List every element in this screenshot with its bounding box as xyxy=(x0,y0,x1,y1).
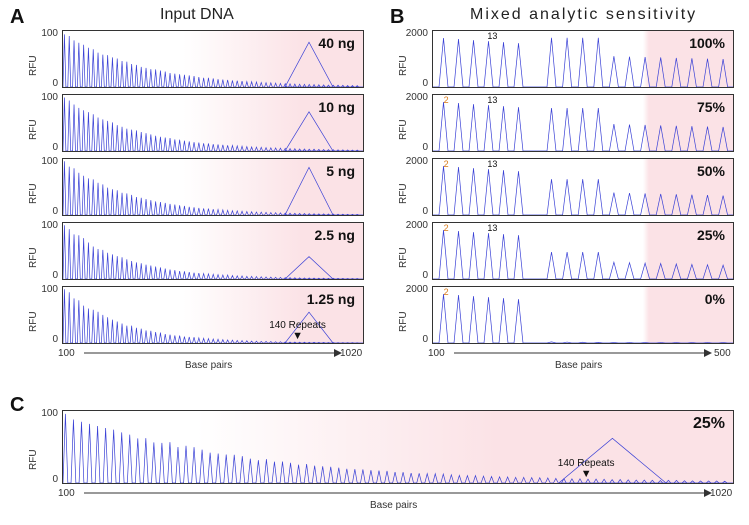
y-axis-label: RFU xyxy=(398,119,409,140)
y-tick: 0 xyxy=(32,206,58,217)
x-tick: 1020 xyxy=(710,488,732,499)
y-tick: 0 xyxy=(32,270,58,281)
panel-letter-b: B xyxy=(390,6,404,29)
x-tick: 100 xyxy=(58,488,75,499)
panel-c-subplot: 25% xyxy=(62,410,734,484)
y-tick: 0 xyxy=(402,78,428,89)
y-axis-label: RFU xyxy=(28,449,39,470)
x-axis-arrow xyxy=(82,346,344,360)
marker-2: 2 xyxy=(444,95,449,105)
y-axis-label: RFU xyxy=(28,311,39,332)
panel-letter-a: A xyxy=(10,6,24,29)
y-tick: 0 xyxy=(402,270,428,281)
x-axis-label: Base pairs xyxy=(185,360,232,371)
panel-b-inset-label: 50% xyxy=(697,163,725,179)
y-tick: 0 xyxy=(32,474,58,485)
y-tick: 2000 xyxy=(402,28,428,39)
panel-a-inset-label: 5 ng xyxy=(326,163,355,179)
panel-b-subplot: 100% 13 xyxy=(432,30,734,88)
y-tick: 100 xyxy=(32,408,58,419)
marker-2: 2 xyxy=(444,287,449,297)
panel-a-title: Input DNA xyxy=(160,6,234,24)
panel-b-inset-label: 25% xyxy=(697,227,725,243)
x-axis-label: Base pairs xyxy=(370,500,417,511)
marker-13: 13 xyxy=(487,223,497,233)
y-tick: 100 xyxy=(32,28,58,39)
panel-b-inset-label: 0% xyxy=(705,291,725,307)
x-axis-arrow xyxy=(452,346,714,360)
panel-b-title: Mixed analytic sensitivity xyxy=(470,6,697,24)
panel-a-subplot: 2.5 ng xyxy=(62,222,364,280)
y-tick: 2000 xyxy=(402,284,428,295)
panel-c-inset-label: 25% xyxy=(693,415,725,433)
y-tick: 100 xyxy=(32,220,58,231)
y-tick: 100 xyxy=(32,92,58,103)
panel-b-subplot: 75% 13 2 xyxy=(432,94,734,152)
y-tick: 2000 xyxy=(402,92,428,103)
x-tick: 100 xyxy=(58,348,75,359)
x-tick: 100 xyxy=(428,348,445,359)
panel-a-inset-label: 2.5 ng xyxy=(315,227,355,243)
y-axis-label: RFU xyxy=(28,183,39,204)
panel-a-subplot: 40 ng xyxy=(62,30,364,88)
y-axis-label: RFU xyxy=(398,311,409,332)
y-tick: 0 xyxy=(32,78,58,89)
panel-b-inset-label: 75% xyxy=(697,99,725,115)
y-axis-label: RFU xyxy=(28,55,39,76)
panel-b-subplot: 50% 13 2 xyxy=(432,158,734,216)
panel-b-subplot: 25% 13 2 xyxy=(432,222,734,280)
y-tick: 0 xyxy=(402,206,428,217)
y-axis-label: RFU xyxy=(398,55,409,76)
panel-a-subplot: 10 ng xyxy=(62,94,364,152)
marker-2: 2 xyxy=(444,223,449,233)
marker-2: 2 xyxy=(444,159,449,169)
y-tick: 100 xyxy=(32,284,58,295)
y-tick: 0 xyxy=(402,142,428,153)
y-tick: 0 xyxy=(32,334,58,345)
x-tick: 500 xyxy=(714,348,731,359)
marker-13: 13 xyxy=(487,95,497,105)
y-axis-label: RFU xyxy=(28,119,39,140)
annotation-140-repeats: 140 Repeats▼ xyxy=(263,320,333,341)
y-tick: 0 xyxy=(32,142,58,153)
panel-a-subplot: 5 ng xyxy=(62,158,364,216)
figure-root: A B C Input DNA Mixed analytic sensitivi… xyxy=(0,0,749,525)
x-axis-label: Base pairs xyxy=(555,360,602,371)
y-axis-label: RFU xyxy=(398,183,409,204)
marker-13: 13 xyxy=(487,159,497,169)
y-axis-label: RFU xyxy=(398,247,409,268)
x-axis-arrow xyxy=(82,486,714,500)
y-tick: 0 xyxy=(402,334,428,345)
y-axis-label: RFU xyxy=(28,247,39,268)
x-tick: 1020 xyxy=(340,348,362,359)
panel-letter-c: C xyxy=(10,394,24,417)
panel-a-inset-label: 10 ng xyxy=(318,99,355,115)
y-tick: 2000 xyxy=(402,220,428,231)
panel-a-inset-label: 40 ng xyxy=(318,35,355,51)
panel-b-inset-label: 100% xyxy=(689,35,725,51)
marker-13: 13 xyxy=(487,31,497,41)
annotation-140-repeats: 140 Repeats▼ xyxy=(551,458,621,479)
panel-a-inset-label: 1.25 ng xyxy=(307,291,355,307)
panel-b-subplot: 0% 2 xyxy=(432,286,734,344)
y-tick: 2000 xyxy=(402,156,428,167)
y-tick: 100 xyxy=(32,156,58,167)
